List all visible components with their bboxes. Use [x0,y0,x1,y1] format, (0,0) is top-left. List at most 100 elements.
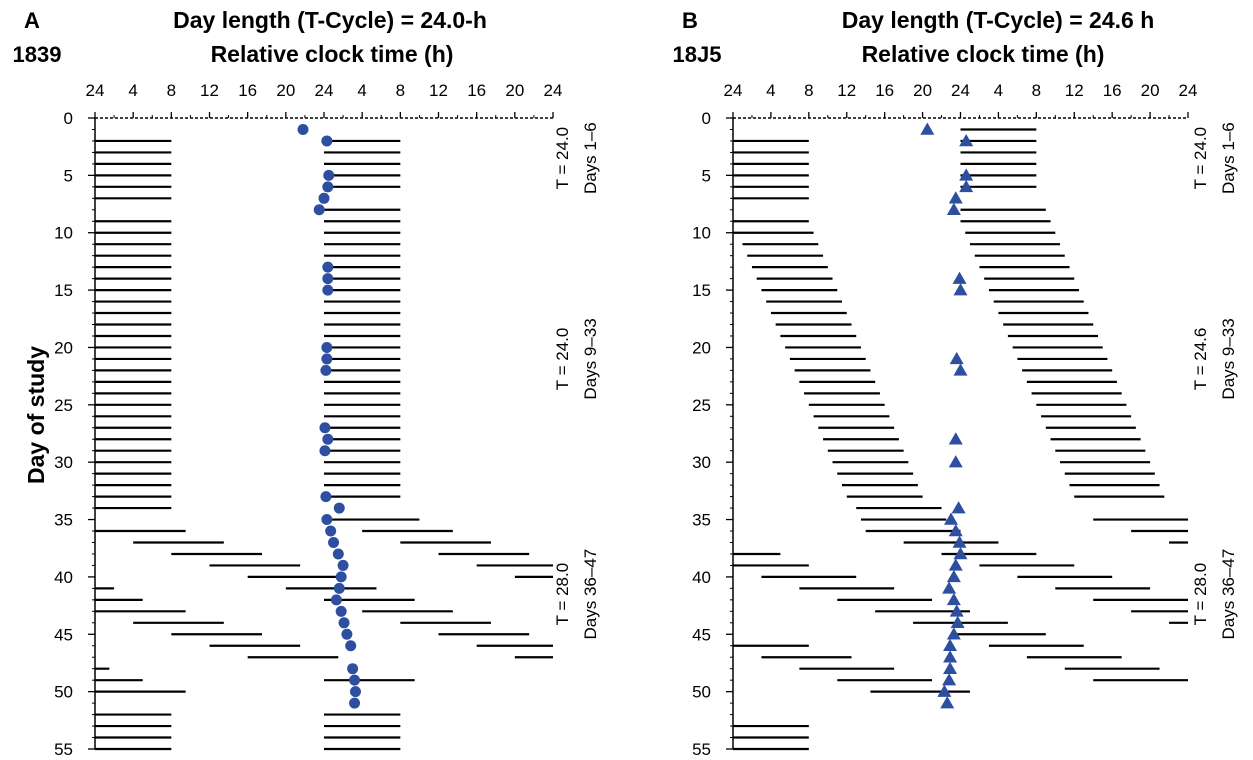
panel-b-x-tick-label: 24 [724,81,743,100]
panel-a-days-annotation: Days 9–33 [581,318,600,399]
panel-b-phase-marker [953,283,968,296]
panel-a-phase-marker [321,135,333,147]
panel-a-phase-marker [332,548,344,560]
panel-a-phase-marker [313,204,325,216]
panel-b-phase-marker [948,191,963,204]
panel-b-phase-marker [946,202,961,216]
panel-a-phase-marker [320,491,332,503]
panel-a-x-tick-label: 24 [315,81,334,100]
panel-b-days-annotation: Days 1–6 [1219,122,1238,194]
panel-b-x-tick-label: 4 [994,81,1003,100]
panel-b-x-tick-label: 24 [1179,81,1198,100]
y-axis-label: Day of study [23,346,49,484]
panel-b-phase-marker [940,696,955,709]
panel-b-letter: B [682,8,698,33]
panel-a-t-annotation: T = 24.0 [553,127,572,190]
panel-b-phase-marker [959,179,974,193]
panel-a-phase-marker [318,192,330,204]
panel-a-x-tick-label: 8 [167,81,176,100]
panel-b-days-annotation: Days 9–33 [1219,318,1238,399]
panel-b-y-tick-label: 55 [692,740,711,759]
panel-a-phase-marker [319,445,331,457]
panel-b-t-annotation: T = 24.6 [1191,328,1210,391]
panel-b-x-tick-label: 8 [804,81,813,100]
panel-b-x-tick-label: 24 [951,81,970,100]
panel-b-y-tick-label: 35 [692,511,711,530]
panel-b-phase-marker [959,168,974,181]
panel-b-phase-marker [952,271,967,284]
panel-b-phase-marker [953,546,968,560]
panel-b-phase-marker [953,363,968,376]
panel-a-x-tick-label: 24 [544,81,563,100]
panel-b-phase-marker [944,512,959,525]
panel-a-phase-marker [330,594,342,606]
panel-b-phase-marker [948,432,963,445]
panel-b-phase-marker [948,455,963,468]
panel-a-phase-marker [328,536,340,548]
panel-a-phase-marker [322,261,334,273]
panel-b-x-tick-label: 20 [913,81,932,100]
panel-a-phase-marker [335,605,347,617]
panel-a-phase-marker [335,571,347,583]
panel-a-days-annotation: Days 1–6 [581,122,600,194]
panel-a-phase-marker [333,582,345,594]
panel-a-t-annotation: T = 24.0 [553,328,572,391]
panel-a-phase-marker [319,422,331,434]
panel-a-phase-marker [325,525,337,537]
panel-a-phase-marker [338,617,350,629]
panel-b-phase-marker [946,592,961,606]
panel-a-phase-marker [345,640,357,652]
panel-b-phase-marker [949,351,964,365]
panel-b-x-tick-label: 4 [766,81,775,100]
panel-b-y-tick-label: 20 [692,338,711,357]
panel-b-title: Day length (T-Cycle) = 24.6 h [842,7,1155,33]
panel-a-y-tick-label: 55 [54,740,73,759]
panel-b-y-tick-label: 50 [692,683,711,702]
panel-b-x-tick-label: 20 [1141,81,1160,100]
panel-b-phase-marker [949,604,964,617]
panel-b-phase-marker [959,133,974,147]
panel-a-y-tick-label: 5 [64,166,73,185]
panel-b-x-tick-label: 16 [875,81,894,100]
panel-a-x-tick-label: 16 [467,81,486,100]
panel-a-x-tick-label: 16 [238,81,257,100]
panel-a-phase-marker [341,628,353,640]
panel-b-y-tick-label: 10 [692,224,711,243]
panel-a-y-tick-label: 45 [54,625,73,644]
panel-a-phase-marker [321,514,333,526]
panel-b-y-tick-label: 40 [692,568,711,587]
panel-a-y-tick-label: 40 [54,568,73,587]
panel-b-phase-marker [943,638,958,651]
panel-b-plot: 24 4 8 12 16 20 24 4 8 12 16 20 24 0 5 10 15 20 25 30 35 40 45… [692,81,1238,759]
panel-b-y-tick-label: 25 [692,396,711,415]
panel-b-y-tick-label: 0 [702,109,711,128]
panel-b-phase-marker [948,558,963,571]
panel-a-phase-marker [349,674,361,686]
panel-a-y-tick-label: 30 [54,453,73,472]
panel-b-days-annotation: Days 36–47 [1219,549,1238,640]
panel-a-x-tick-label: 8 [396,81,405,100]
panel-b-x-tick-label: 12 [837,81,856,100]
panel-a-phase-marker [322,181,334,193]
panel-a-phase-marker [320,364,332,376]
panel-a-subtitle: Relative clock time (h) [211,41,454,67]
panel-a-phase-marker [333,502,345,514]
panel-b-y-tick-label: 30 [692,453,711,472]
panel-b-phase-marker [920,122,935,135]
panel-a-x-tick-label: 20 [276,81,295,100]
panel-a-phase-marker [347,663,359,675]
panel-b-y-tick-label: 5 [702,166,711,185]
panel-a-y-tick-label: 10 [54,224,73,243]
panel-b-phase-marker [937,684,952,697]
panel-a-y-tick-label: 0 [64,109,73,128]
panel-b-t-annotation: T = 24.0 [1191,127,1210,190]
panel-b-phase-marker [946,627,961,640]
panel-b-phase-marker [943,661,958,674]
panel-a-y-tick-label: 35 [54,511,73,530]
panel-a-phase-marker [322,273,334,285]
panel-b-phase-marker [942,673,957,686]
panel-a-y-tick-label: 25 [54,396,73,415]
panel-a-letter: A [24,8,40,33]
panel-a-x-tick-label: 12 [200,81,219,100]
